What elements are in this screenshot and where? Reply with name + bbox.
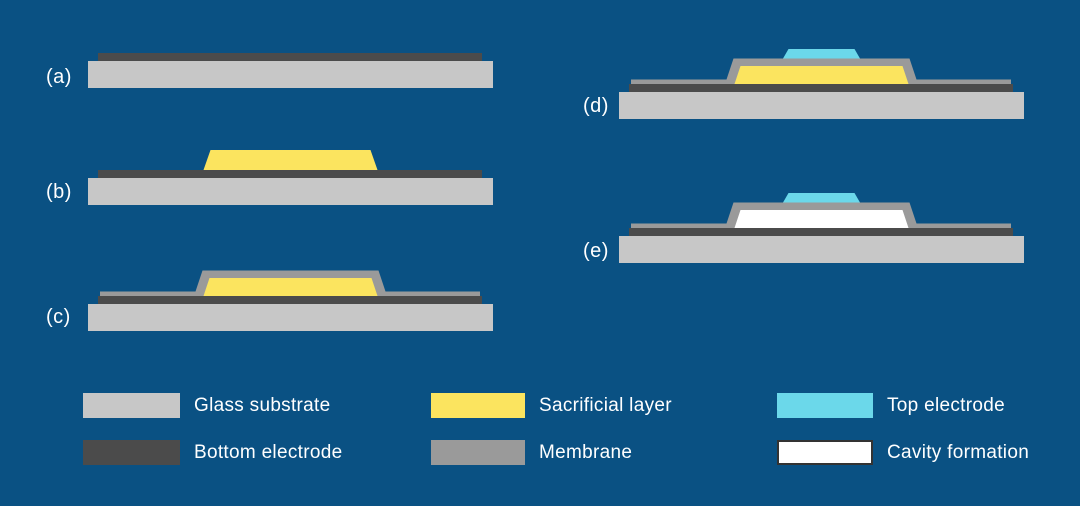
top-electrode-shape [783, 49, 860, 59]
glass-substrate-layer [88, 304, 493, 331]
step-e-diagram [619, 193, 1024, 263]
sacrificial-layer-shape [203, 150, 378, 170]
step-label-d: (d) [583, 95, 609, 117]
step-label-c: (c) [46, 306, 71, 328]
sacrificial-layer-swatch [431, 393, 525, 418]
step-b-diagram [88, 150, 493, 205]
legend-item-cavity-formation: Cavity formation [777, 440, 1029, 465]
sacrificial-layer-shape [203, 278, 378, 296]
step-d-diagram [619, 49, 1024, 119]
step-label-e: (e) [583, 240, 609, 262]
legend-item-membrane: Membrane [431, 440, 632, 465]
bottom-electrode-layer [98, 296, 482, 304]
legend-label: Sacrificial layer [539, 394, 672, 416]
sacrificial-layer-shape [734, 66, 909, 84]
step-c-diagram [88, 270, 493, 331]
step-label-b: (b) [46, 181, 72, 203]
step-a-diagram [88, 53, 493, 88]
legend-label: Membrane [539, 441, 633, 463]
legend-label: Bottom electrode [194, 441, 343, 463]
glass-substrate-layer [88, 178, 493, 205]
bottom-electrode-layer [98, 170, 482, 178]
legend-item-glass-substrate: Glass substrate [83, 393, 331, 418]
glass-substrate-swatch [83, 393, 180, 418]
legend-item-sacrificial-layer: Sacrificial layer [431, 393, 672, 418]
glass-substrate-layer [619, 236, 1024, 263]
glass-substrate-layer [619, 92, 1024, 119]
bottom-electrode-swatch [83, 440, 180, 465]
top-electrode-shape [783, 193, 860, 203]
cavity-shape [734, 210, 909, 228]
bottom-electrode-layer [629, 84, 1013, 92]
step-label-a: (a) [46, 66, 72, 88]
legend-item-bottom-electrode: Bottom electrode [83, 440, 342, 465]
legend-label: Cavity formation [887, 441, 1030, 463]
cavity-formation-swatch [777, 440, 873, 465]
top-electrode-swatch [777, 393, 873, 418]
legend-label: Top electrode [887, 394, 1005, 416]
bottom-electrode-layer [98, 53, 482, 61]
bottom-electrode-layer [629, 228, 1013, 236]
membrane-swatch [431, 440, 525, 465]
glass-substrate-layer [88, 61, 493, 88]
legend-item-top-electrode: Top electrode [777, 393, 1005, 418]
legend-label: Glass substrate [194, 394, 331, 416]
